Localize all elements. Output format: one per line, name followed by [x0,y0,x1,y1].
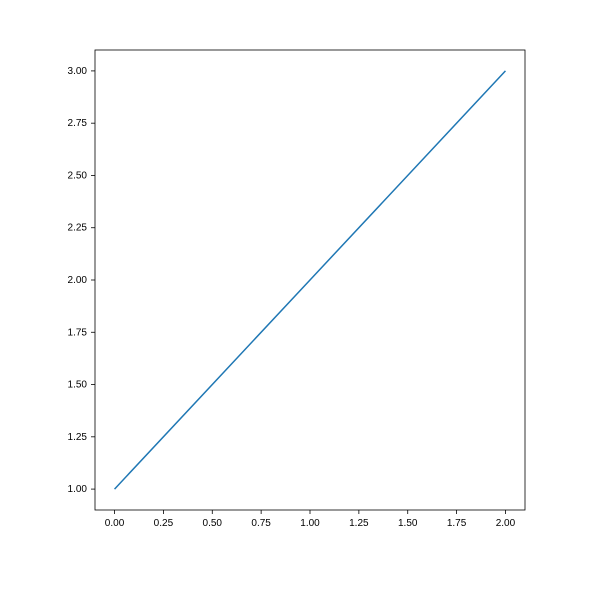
x-tick-label: 0.50 [203,518,223,529]
x-tick-label: 1.75 [447,518,467,529]
x-tick-label: 1.25 [349,518,369,529]
x-tick-label: 1.00 [300,518,320,529]
chart-svg: 0.00 0.25 0.50 0.75 1.00 1.25 1.50 1.75 2.00 1.00… [0,0,600,600]
x-tick-label: 2.00 [496,518,516,529]
line-chart: 0.00 0.25 0.50 0.75 1.00 1.25 1.50 1.75 2.00 1.00… [0,0,600,600]
y-tick-label: 1.00 [68,484,88,495]
y-tick-label: 2.25 [68,223,88,234]
y-tick-label: 2.75 [68,118,88,129]
y-tick-label: 2.50 [68,170,88,181]
y-tick-label: 1.25 [68,432,88,443]
x-tick-label: 1.50 [398,518,418,529]
x-tick-label: 0.00 [105,518,125,529]
y-tick-label: 3.00 [68,66,88,77]
x-tick-label: 0.25 [154,518,174,529]
x-tick-label: 0.75 [251,518,271,529]
y-tick-label: 2.00 [68,275,88,286]
y-tick-label: 1.50 [68,380,88,391]
y-tick-label: 1.75 [68,327,88,338]
